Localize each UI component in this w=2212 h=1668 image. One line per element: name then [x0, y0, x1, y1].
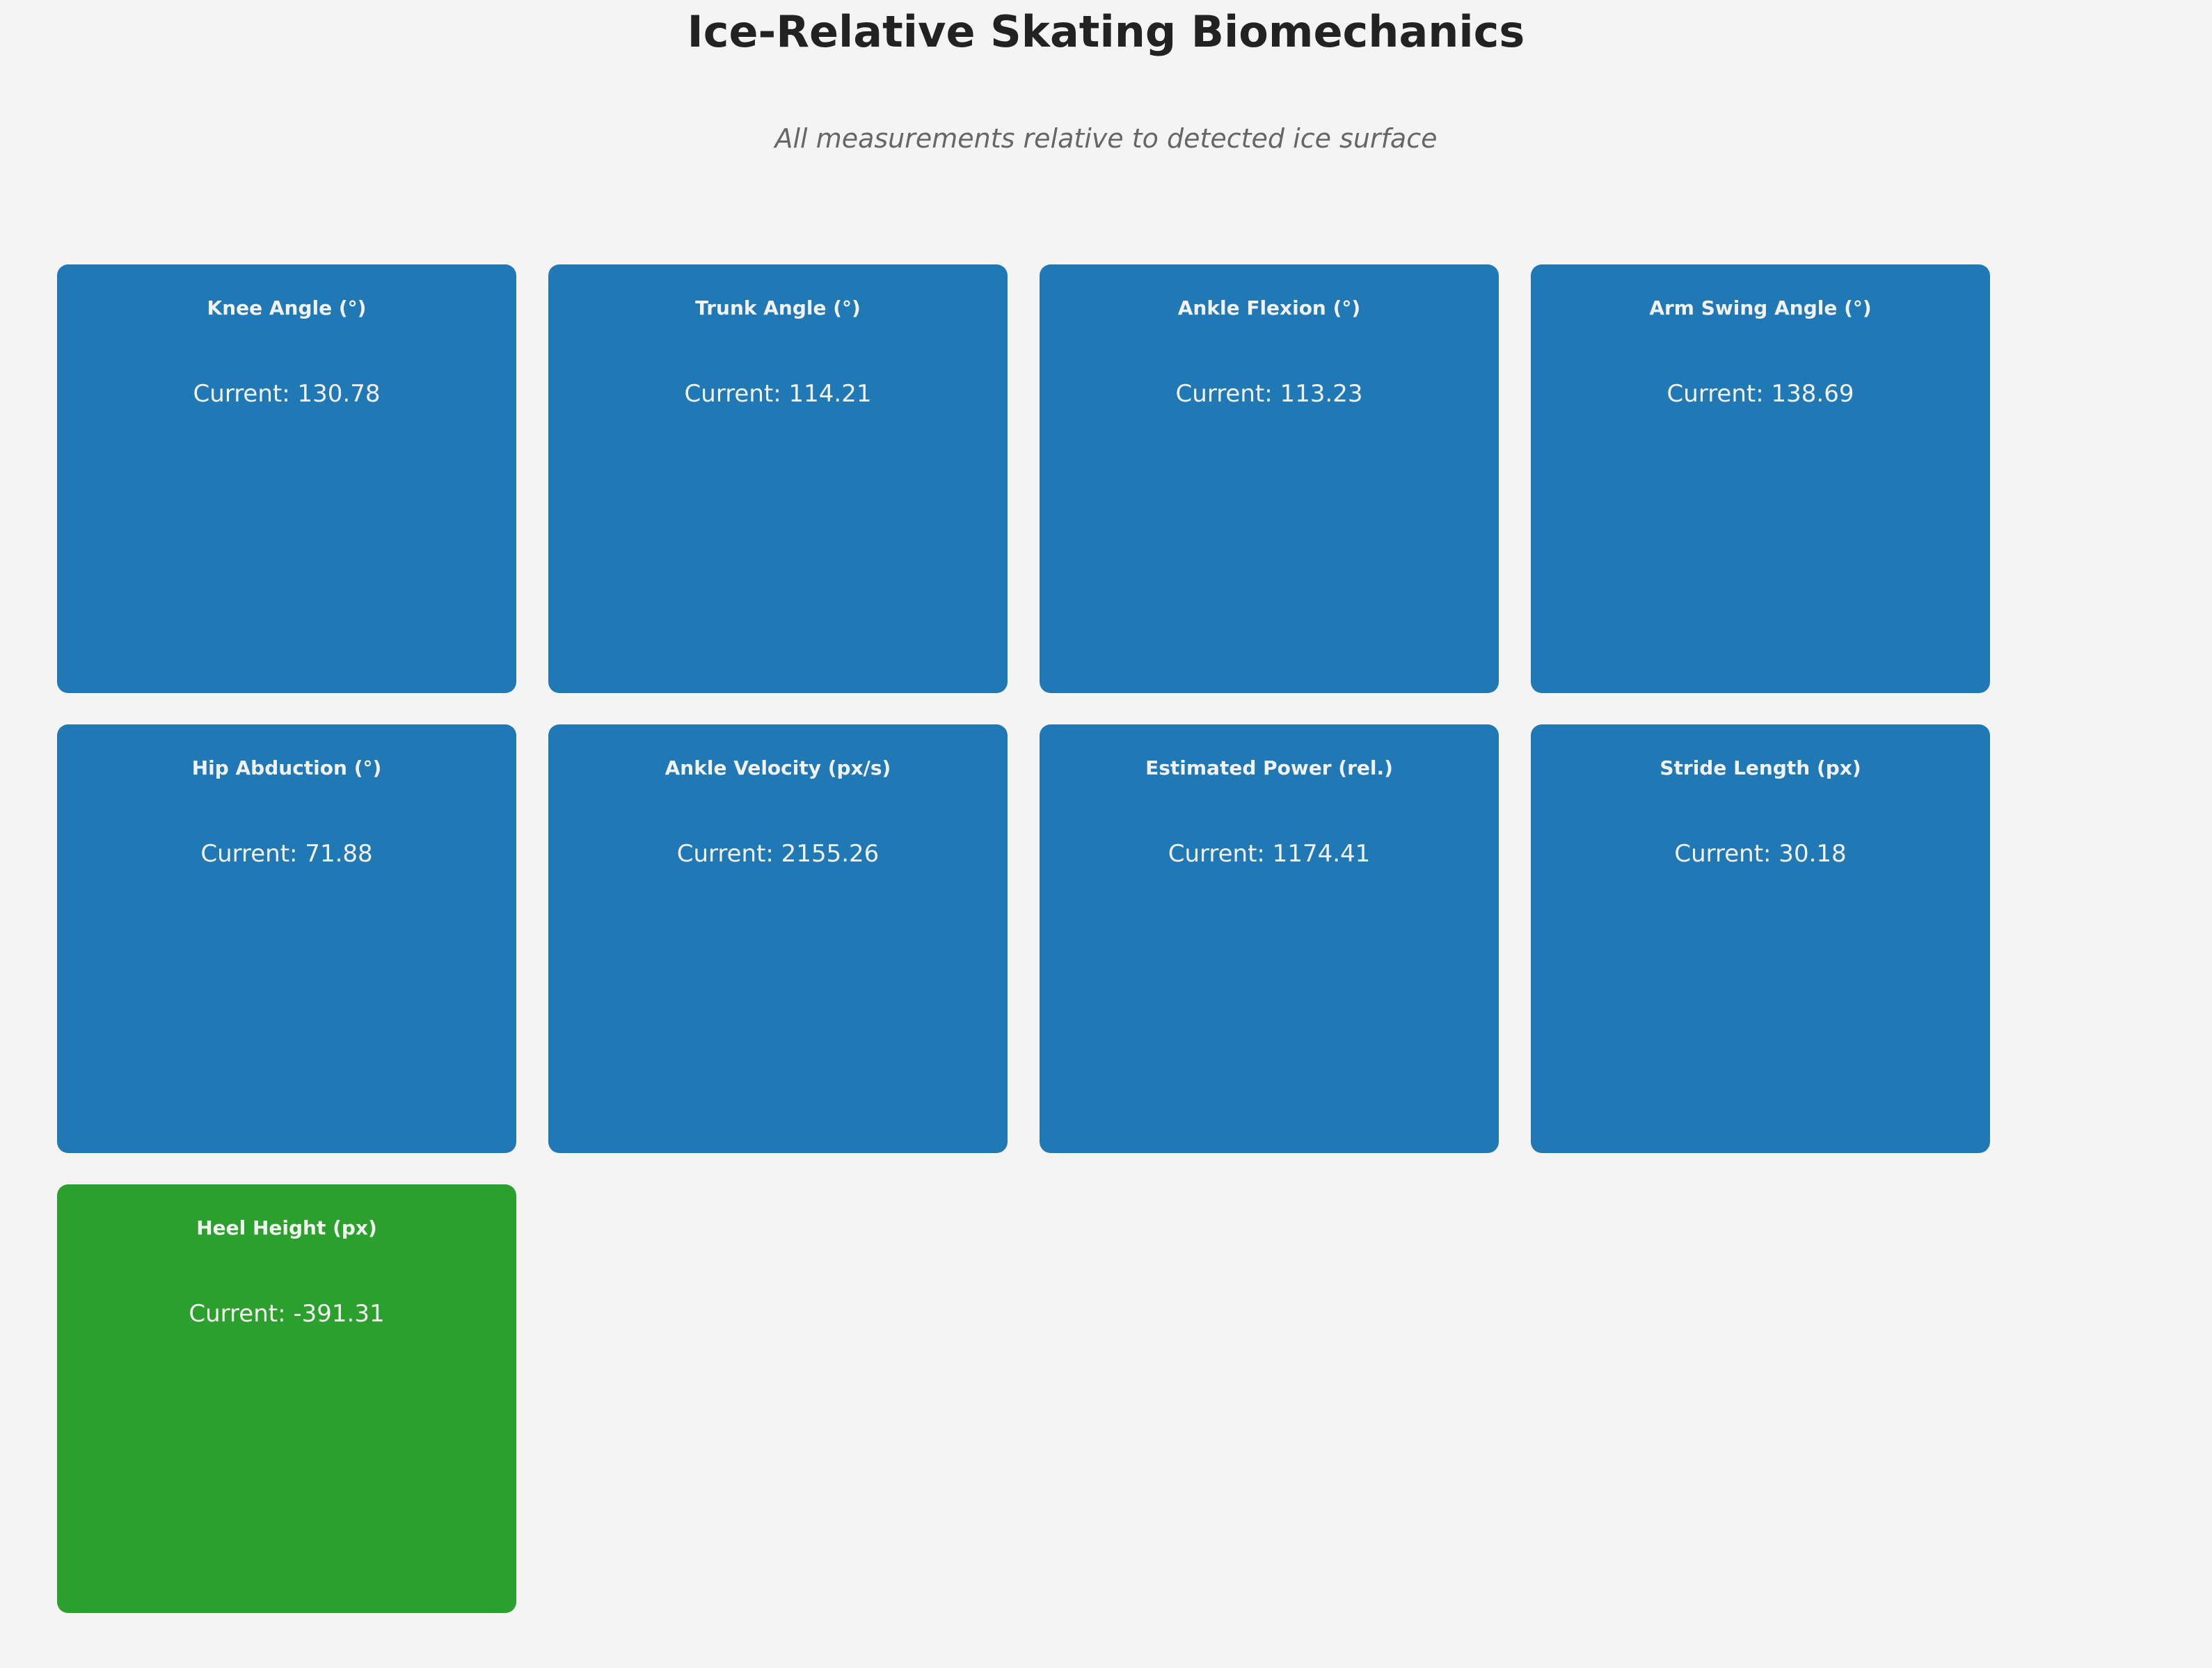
metric-label: Heel Height (px)	[57, 1216, 516, 1241]
metric-label: Trunk Angle (°)	[548, 296, 1008, 321]
metric-card-knee-angle: Knee Angle (°) Current: 130.78	[57, 264, 516, 693]
metric-label: Ankle Flexion (°)	[1040, 296, 1499, 321]
page-subtitle: All measurements relative to detected ic…	[0, 121, 2212, 156]
metric-card-trunk-angle: Trunk Angle (°) Current: 114.21	[548, 264, 1008, 693]
metric-value: Current: 114.21	[548, 379, 1008, 409]
metric-card-heel-height: Heel Height (px) Current: -391.31	[57, 1184, 516, 1613]
metric-value: Current: 30.18	[1531, 839, 1990, 869]
metric-card-arm-swing-angle: Arm Swing Angle (°) Current: 138.69	[1531, 264, 1990, 693]
metric-label: Stride Length (px)	[1531, 756, 1990, 781]
metric-label: Knee Angle (°)	[57, 296, 516, 321]
metric-card-ankle-velocity: Ankle Velocity (px/s) Current: 2155.26	[548, 724, 1008, 1153]
metric-value: Current: 71.88	[57, 839, 516, 869]
metric-value: Current: 1174.41	[1040, 839, 1499, 869]
metric-value: Current: 113.23	[1040, 379, 1499, 409]
metric-label: Arm Swing Angle (°)	[1531, 296, 1990, 321]
metrics-grid: Knee Angle (°) Current: 130.78 Trunk Ang…	[57, 264, 1991, 1613]
metric-label: Ankle Velocity (px/s)	[548, 756, 1008, 781]
page-title: Ice-Relative Skating Biomechanics	[0, 4, 2212, 60]
metric-card-estimated-power: Estimated Power (rel.) Current: 1174.41	[1040, 724, 1499, 1153]
metric-value: Current: 138.69	[1531, 379, 1990, 409]
metric-card-stride-length: Stride Length (px) Current: 30.18	[1531, 724, 1990, 1153]
metric-label: Estimated Power (rel.)	[1040, 756, 1499, 781]
metric-value: Current: 130.78	[57, 379, 516, 409]
metric-value: Current: 2155.26	[548, 839, 1008, 869]
metric-card-ankle-flexion: Ankle Flexion (°) Current: 113.23	[1040, 264, 1499, 693]
metric-value: Current: -391.31	[57, 1298, 516, 1329]
metric-label: Hip Abduction (°)	[57, 756, 516, 781]
metric-card-hip-abduction: Hip Abduction (°) Current: 71.88	[57, 724, 516, 1153]
